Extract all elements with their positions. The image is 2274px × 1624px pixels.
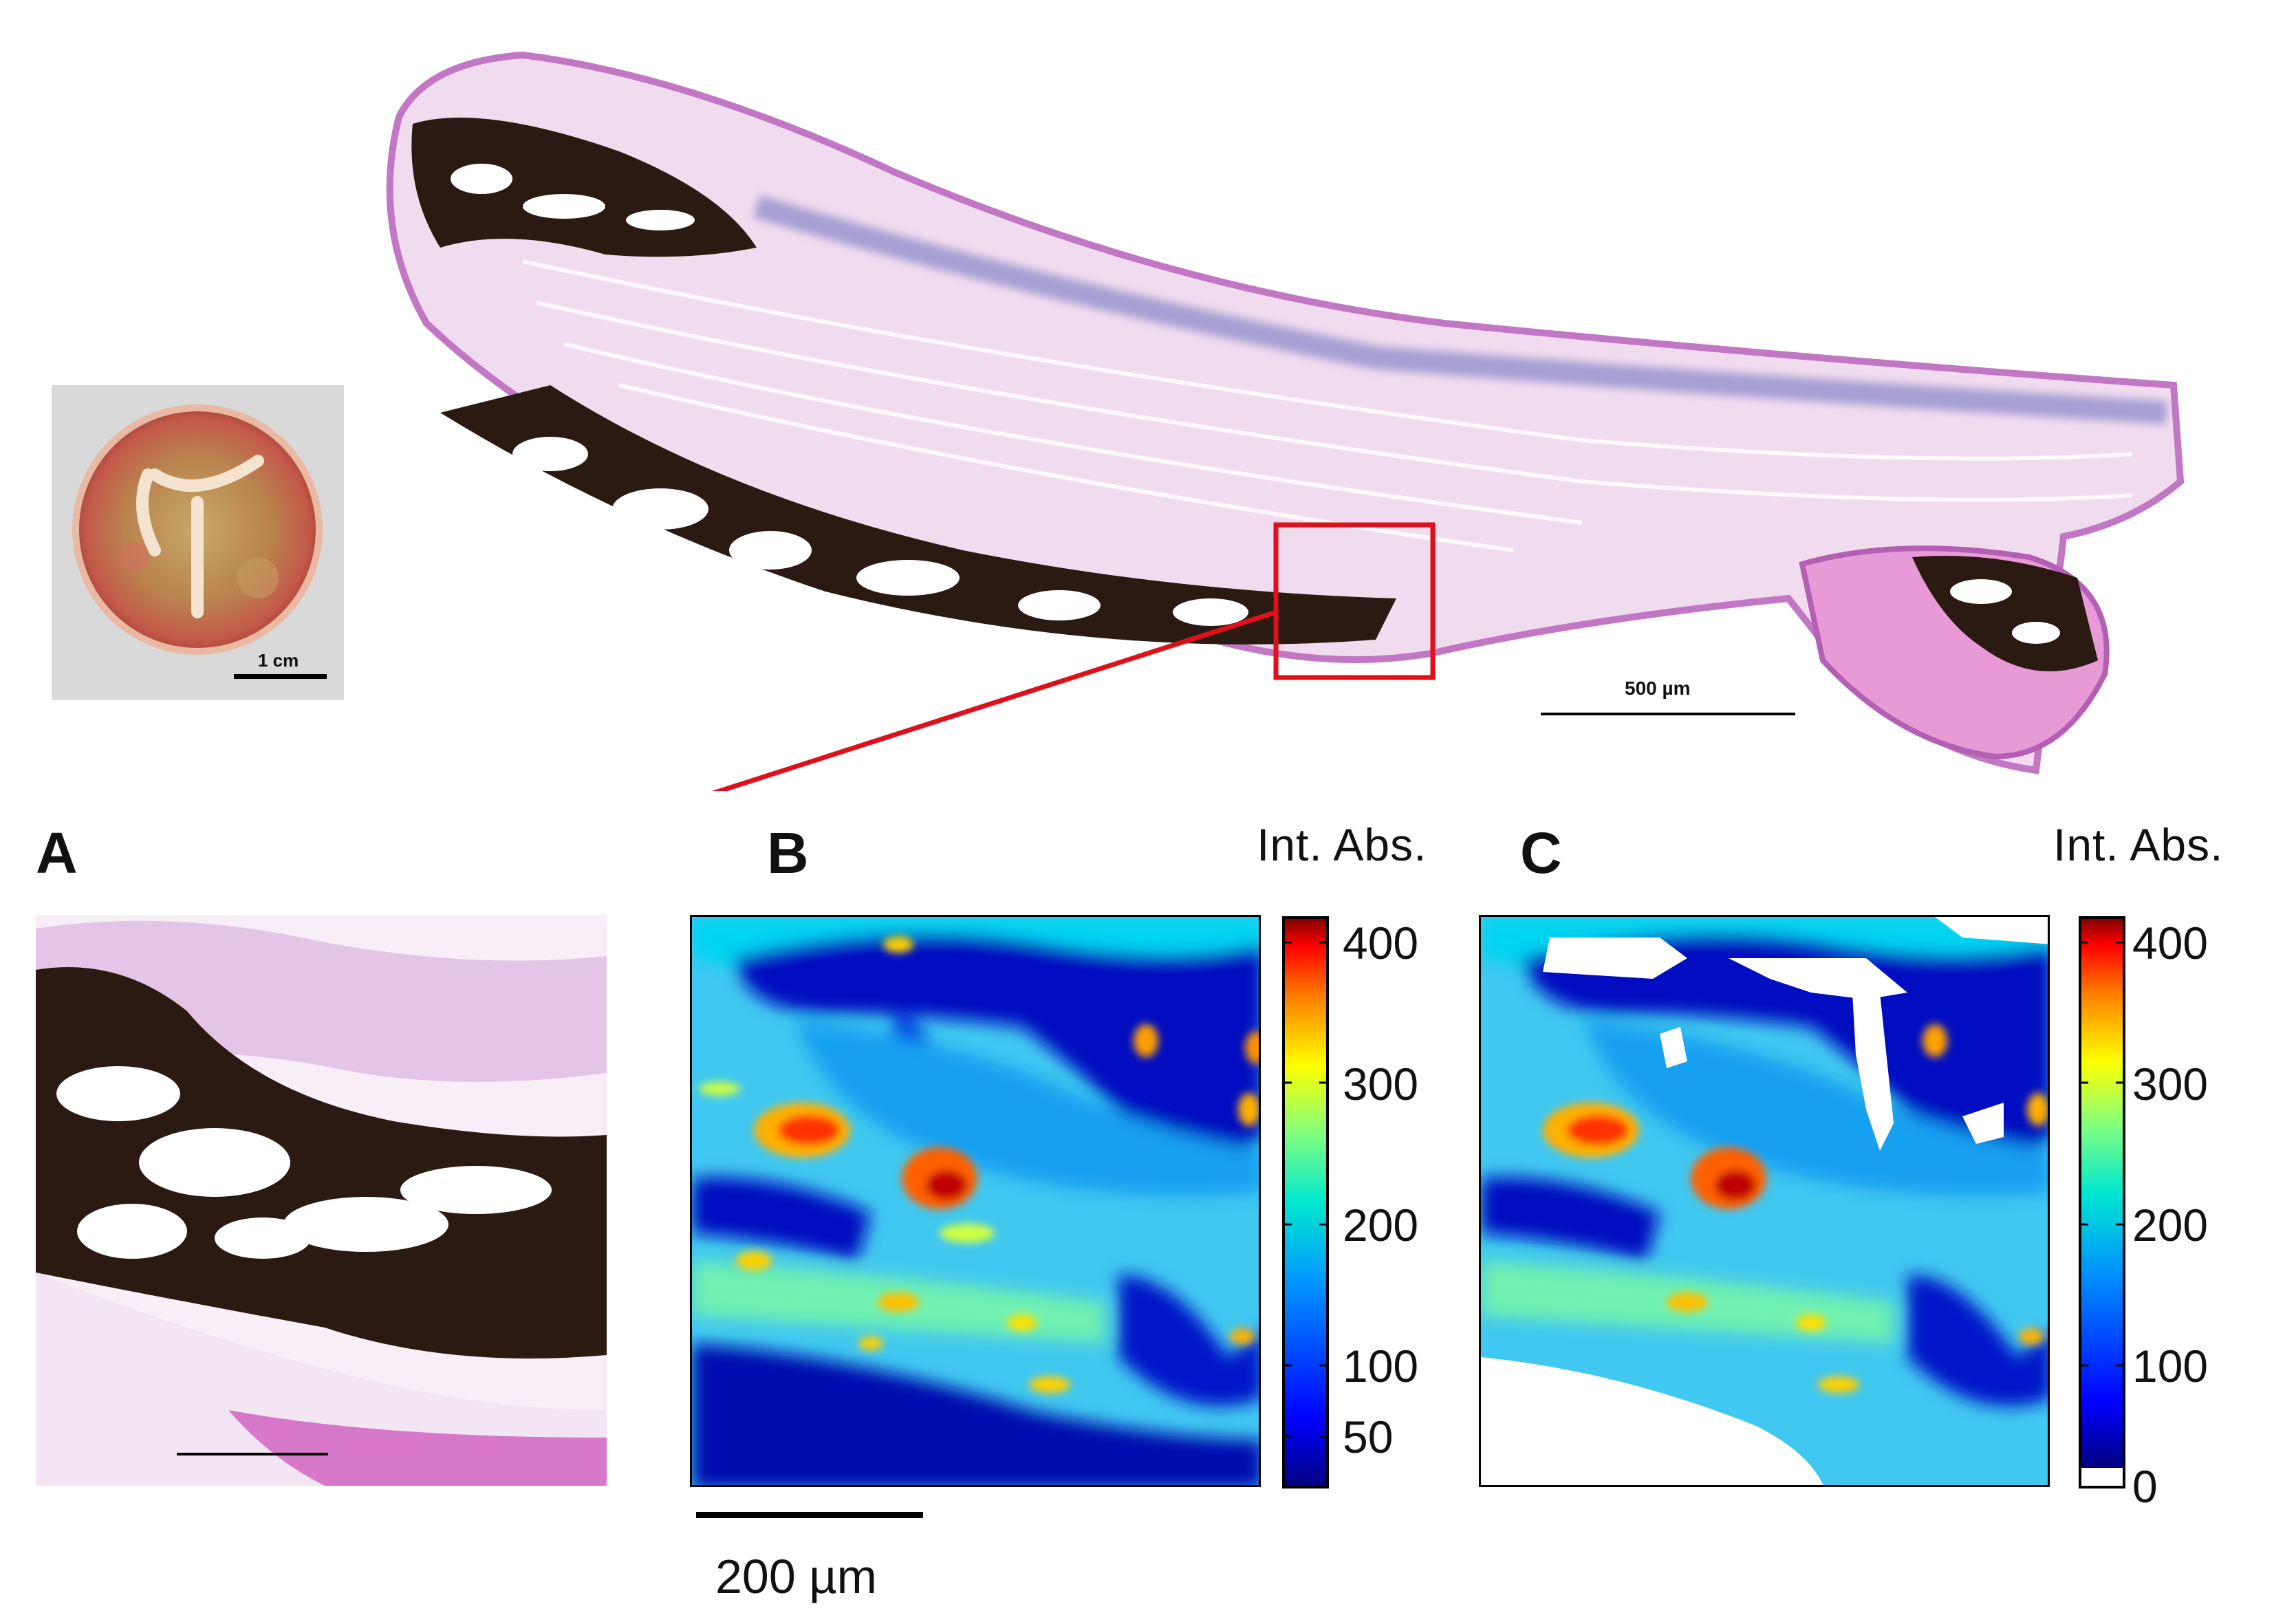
- panel-b-tick-400: 400: [1343, 918, 1419, 968]
- panel-c-tick-300: 300: [2132, 1059, 2209, 1109]
- panel-a-image: [36, 915, 607, 1486]
- tissue-section-image: [386, 51, 2185, 791]
- panel-label-c: C: [1520, 821, 1562, 885]
- panel-b-colorbar: [1282, 916, 1329, 1488]
- panel-c-tick-0: 0: [2132, 1461, 2158, 1512]
- map-scale-label: 200 µm: [715, 1550, 877, 1603]
- panel-label-a: A: [36, 821, 78, 885]
- panel-b-tick-300: 300: [1343, 1059, 1419, 1109]
- panel-b-heatmap-image: [692, 917, 1259, 1485]
- valve-photo: 1 cm: [52, 385, 344, 700]
- panel-c-tick-200: 200: [2132, 1200, 2209, 1251]
- panel-b-unit-label: Int. Abs.: [1257, 819, 1427, 870]
- panel-b-tick-100: 100: [1343, 1341, 1419, 1392]
- panel-c-tick-100: 100: [2132, 1341, 2209, 1392]
- valve-photo-image: [72, 404, 323, 655]
- panel-c-heatmap: [1479, 915, 2050, 1487]
- zoom-connector-line: [711, 609, 1277, 791]
- map-scale-bar: [696, 1512, 923, 1518]
- section-scale-label: 500 µm: [1625, 678, 1691, 699]
- valve-scale-label: 1 cm: [258, 650, 299, 671]
- section-scale-bar: [1541, 713, 1795, 715]
- zoom-box: [1273, 522, 1436, 680]
- panel-b-tick-50: 50: [1343, 1411, 1394, 1462]
- panel-b-tick-200: 200: [1343, 1200, 1419, 1251]
- panel-c-colorbar: [2079, 916, 2125, 1488]
- valve-scale-bar: [234, 674, 327, 679]
- panel-a-scale-bar: [177, 1453, 328, 1455]
- panel-b-heatmap: [690, 915, 1261, 1487]
- panel-c-heatmap-image: [1481, 917, 2048, 1485]
- panel-c-tick-400: 400: [2132, 918, 2209, 968]
- panel-label-b: B: [767, 821, 809, 885]
- panel-c-unit-label: Int. Abs.: [2053, 819, 2224, 870]
